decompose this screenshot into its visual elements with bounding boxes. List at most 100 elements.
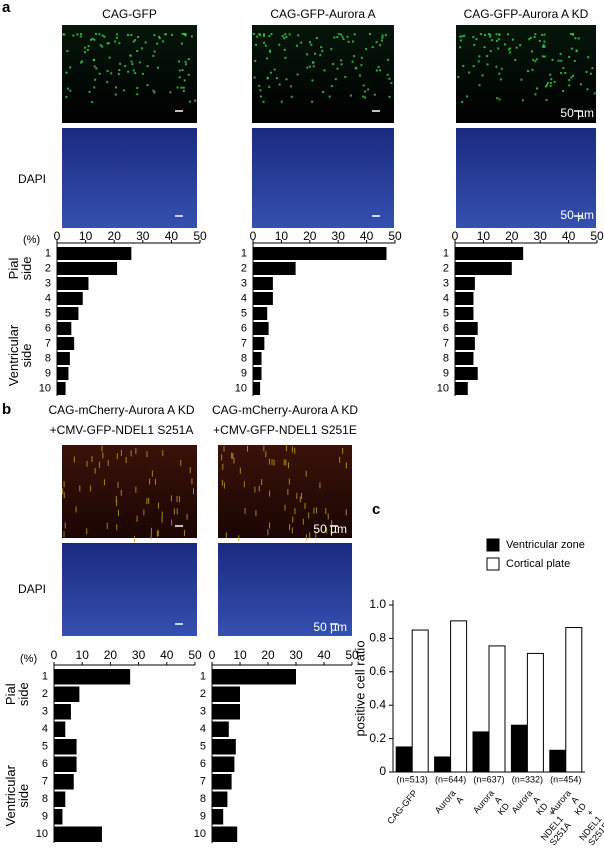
cell [331, 520, 333, 527]
cell [63, 33, 66, 36]
cell [258, 84, 261, 87]
cell [268, 458, 270, 465]
y-tick-label: 3 [443, 277, 449, 289]
y-tick-label: 6 [241, 322, 247, 334]
cell [63, 481, 65, 488]
cell [531, 68, 534, 71]
bar [212, 686, 240, 702]
cell [133, 536, 135, 542]
cell [119, 62, 122, 65]
cell [362, 95, 365, 98]
cell [568, 84, 571, 87]
cell [459, 46, 462, 49]
y-tick-label: 8 [443, 352, 449, 364]
bar [57, 322, 72, 335]
cell [182, 86, 185, 89]
cell [65, 71, 68, 74]
cell [388, 95, 391, 98]
bar [212, 704, 240, 720]
cell [283, 459, 285, 466]
cell [86, 528, 88, 535]
bar [57, 307, 79, 320]
bar [526, 652, 544, 773]
cell [365, 48, 368, 51]
y-tick-label: 4 [443, 292, 449, 304]
cell [80, 61, 83, 64]
cell [373, 93, 376, 96]
cell [98, 461, 100, 468]
bar [510, 724, 528, 773]
cell [304, 502, 306, 509]
cell [170, 495, 172, 502]
cell [162, 450, 164, 457]
cell [134, 72, 137, 75]
bar [57, 277, 89, 290]
cell [87, 45, 90, 48]
cell [536, 87, 539, 90]
cell [120, 449, 122, 456]
cell [92, 59, 95, 62]
x-tick-label: 0 [250, 229, 257, 243]
cell [116, 453, 118, 460]
cell [341, 35, 344, 38]
cell [101, 45, 104, 48]
cell [269, 490, 271, 497]
cell [503, 43, 506, 46]
cell [285, 35, 288, 38]
cell [223, 445, 225, 452]
cell [141, 72, 144, 75]
cell [176, 86, 179, 89]
cell [533, 35, 536, 38]
label: Ventricularside [6, 324, 34, 386]
cell [495, 65, 498, 68]
y-tick-label: 1 [42, 671, 48, 683]
cell [64, 522, 66, 529]
panel-letter: a [2, 0, 11, 16]
cell [334, 78, 337, 81]
cell [541, 45, 544, 48]
cell [164, 33, 167, 36]
cell [459, 35, 462, 38]
bar [54, 809, 63, 825]
cell [462, 64, 465, 67]
cell [270, 33, 273, 36]
cell [66, 87, 69, 90]
cell [148, 497, 150, 504]
cell [63, 492, 65, 499]
cell [551, 58, 554, 61]
bar [212, 809, 224, 825]
cell [495, 33, 498, 36]
cell [136, 93, 139, 96]
cell [280, 100, 283, 103]
cell [575, 49, 578, 52]
cell [267, 529, 269, 536]
cell [62, 33, 65, 36]
cell [481, 74, 484, 77]
bar [212, 791, 228, 807]
y-tick-label: 6 [200, 758, 206, 770]
cell [243, 481, 245, 488]
cell [136, 515, 138, 522]
label: Pialside [3, 682, 31, 706]
bar [253, 352, 262, 365]
cell [73, 456, 75, 463]
cell [238, 535, 240, 542]
micrograph [252, 128, 394, 228]
cell [346, 35, 349, 38]
cell [127, 70, 130, 73]
cell [188, 100, 191, 103]
x-tick-label: 0 [51, 648, 58, 662]
cell [528, 38, 531, 41]
cell [84, 51, 87, 54]
cell [461, 100, 464, 103]
cell [345, 509, 347, 516]
cell [339, 456, 341, 463]
cell [91, 37, 94, 40]
cell [120, 489, 122, 496]
cell [349, 94, 352, 97]
bar [253, 262, 296, 275]
cell [221, 454, 223, 461]
cell [182, 90, 185, 93]
cell [181, 33, 184, 36]
cell [559, 52, 562, 55]
